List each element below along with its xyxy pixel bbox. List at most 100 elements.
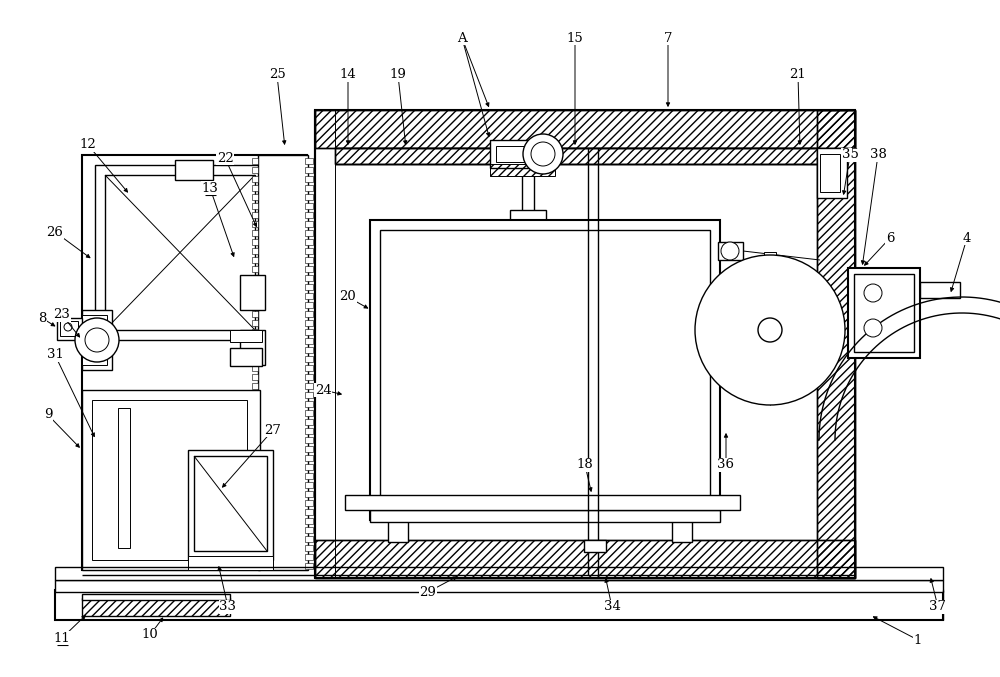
Bar	[848, 268, 920, 358]
Bar	[817, 110, 855, 578]
Bar	[305, 374, 313, 380]
Bar	[305, 221, 313, 227]
Bar	[305, 500, 313, 506]
Bar	[252, 536, 258, 542]
Bar	[252, 212, 258, 218]
Bar	[95, 165, 265, 340]
Bar	[55, 580, 943, 592]
Bar	[82, 594, 230, 600]
Bar	[252, 401, 258, 407]
Bar	[252, 410, 258, 416]
Bar	[305, 257, 313, 263]
Bar	[252, 176, 258, 182]
Bar	[380, 230, 710, 510]
Bar	[252, 374, 258, 380]
Bar	[672, 516, 692, 542]
Bar	[305, 446, 313, 452]
Bar	[252, 284, 258, 290]
Bar	[82, 390, 260, 570]
Bar	[252, 455, 258, 461]
Bar	[370, 220, 720, 520]
Circle shape	[64, 323, 72, 331]
Text: 21: 21	[790, 68, 806, 81]
Bar	[252, 563, 258, 569]
Bar	[82, 155, 307, 570]
Text: 4: 4	[963, 232, 971, 244]
Circle shape	[864, 284, 882, 302]
Text: 14: 14	[340, 68, 356, 81]
Text: 34: 34	[604, 600, 620, 613]
Bar	[718, 308, 743, 326]
Bar	[252, 473, 258, 479]
Bar	[315, 110, 855, 148]
Bar	[82, 598, 230, 616]
Bar	[252, 347, 258, 353]
Circle shape	[75, 318, 119, 362]
Bar	[315, 110, 855, 578]
Text: 31: 31	[47, 349, 63, 362]
Text: 35: 35	[842, 148, 858, 162]
Text: 27: 27	[265, 424, 281, 437]
Bar	[82, 315, 107, 365]
Circle shape	[864, 319, 882, 337]
Bar	[305, 212, 313, 218]
Bar	[252, 230, 258, 236]
Bar	[305, 482, 313, 488]
Bar	[252, 320, 258, 326]
Text: 8: 8	[38, 311, 46, 324]
Bar	[305, 428, 313, 434]
Bar	[764, 252, 776, 260]
Bar	[305, 356, 313, 362]
Text: 37: 37	[930, 600, 946, 613]
Bar	[252, 338, 258, 344]
Bar	[252, 311, 258, 317]
Circle shape	[695, 255, 845, 405]
Bar	[82, 310, 112, 370]
Bar	[315, 110, 855, 148]
Bar	[820, 154, 840, 192]
Text: 12: 12	[80, 139, 96, 152]
Bar	[718, 242, 743, 260]
Bar	[305, 563, 313, 569]
Bar	[188, 556, 273, 570]
Bar	[252, 356, 258, 362]
Bar	[305, 527, 313, 533]
Bar	[252, 419, 258, 425]
Circle shape	[85, 328, 109, 352]
Bar	[55, 567, 943, 580]
Bar	[252, 482, 258, 488]
Bar	[305, 518, 313, 524]
Bar	[315, 540, 855, 578]
Text: 25: 25	[269, 68, 285, 81]
Bar	[854, 274, 914, 352]
Text: 1: 1	[914, 634, 922, 647]
Text: 13: 13	[202, 181, 218, 194]
Bar	[510, 210, 546, 222]
Bar	[258, 155, 308, 570]
Bar	[252, 428, 258, 434]
Text: 9: 9	[44, 408, 52, 422]
Bar	[305, 275, 313, 281]
Bar	[252, 392, 258, 398]
Bar	[230, 348, 262, 366]
Bar	[388, 516, 408, 542]
Bar	[118, 408, 130, 548]
Text: 15: 15	[567, 32, 583, 45]
Bar	[252, 203, 258, 209]
Bar	[252, 446, 258, 452]
Bar	[490, 164, 555, 176]
Bar	[305, 167, 313, 173]
Bar	[315, 540, 855, 578]
Text: 7: 7	[664, 32, 672, 45]
Bar	[305, 320, 313, 326]
Text: 11: 11	[54, 632, 70, 645]
Bar	[252, 554, 258, 560]
Circle shape	[523, 134, 563, 174]
Bar	[252, 185, 258, 191]
Bar	[345, 495, 740, 510]
Text: 19: 19	[390, 68, 406, 81]
Bar	[305, 419, 313, 425]
Bar	[305, 401, 313, 407]
Bar	[252, 239, 258, 245]
Bar	[252, 329, 258, 335]
